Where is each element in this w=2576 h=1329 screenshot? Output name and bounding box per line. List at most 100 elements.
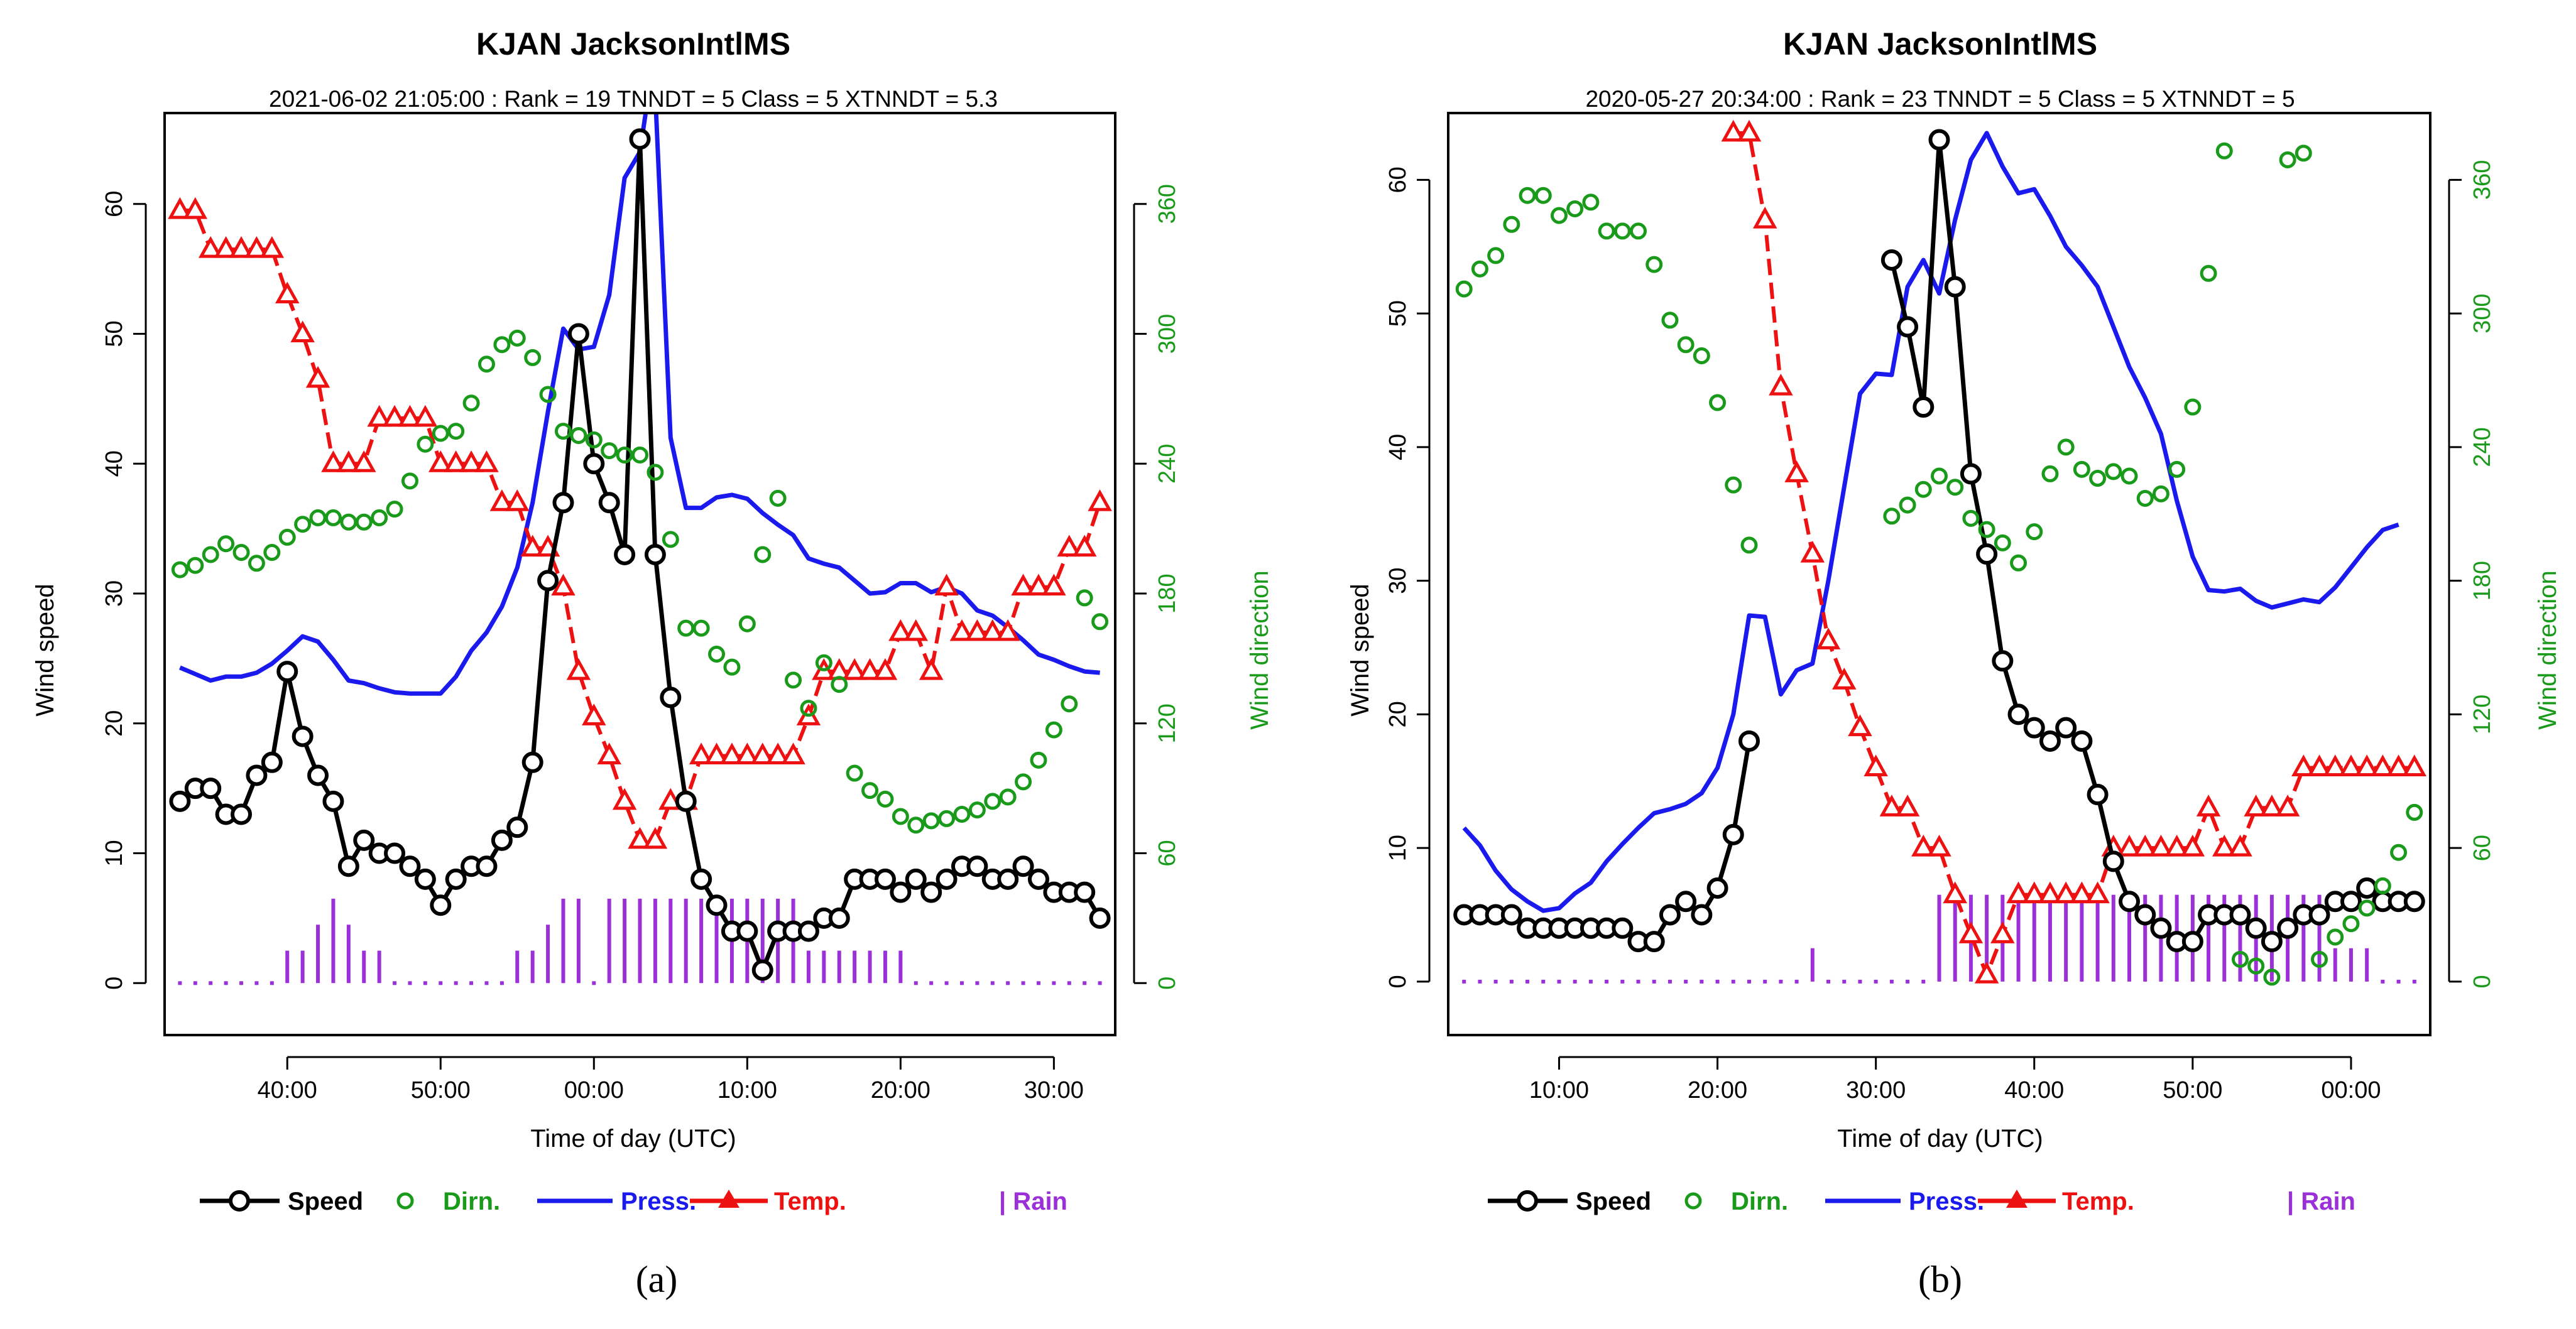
rain-dot: [914, 981, 918, 985]
direction-point: [662, 531, 679, 548]
temperature-point: [934, 573, 959, 596]
temperature-point: [2070, 881, 2094, 904]
direction-point: [2089, 470, 2107, 487]
legend-temp-label: Temp.: [2062, 1188, 2134, 1215]
direction-point: [1503, 215, 1520, 233]
x-axis-label: Time of day (UTC): [1837, 1125, 2043, 1153]
y-right-tick-label: 60: [1154, 840, 1181, 866]
speed-point: [736, 920, 758, 942]
direction-point: [723, 658, 741, 676]
rain-dot: [1006, 981, 1010, 985]
speed-point: [614, 543, 636, 565]
speed-point: [583, 453, 605, 475]
temperature-point: [2212, 834, 2237, 857]
temperature-point: [413, 404, 438, 427]
rain-dot: [1700, 979, 1704, 984]
direction-point: [938, 810, 956, 827]
direction-point: [1015, 773, 1032, 791]
speed-point: [1976, 543, 1998, 565]
temperature-point: [1752, 207, 1777, 229]
speed-point: [430, 894, 452, 916]
direction-point: [2136, 489, 2154, 507]
rain-dot: [439, 981, 443, 985]
y-axis-left: 0 10 20 30 40 50 60: [1385, 166, 1431, 988]
y-right-tick-label: 240: [2469, 427, 2496, 467]
y-axis-label: Wind speed: [1346, 583, 1374, 716]
x-tick-label: 00:00: [2321, 1077, 2381, 1104]
direction-markers: [1455, 142, 2423, 986]
direction-point: [2311, 950, 2328, 968]
legend-speed-marker: [1517, 1190, 1538, 1212]
y-right-tick-label: 0: [1154, 977, 1181, 990]
speed-point: [353, 829, 375, 851]
temperature-point: [965, 619, 990, 641]
y-axis-left: 0 10 20 30 40 50 60: [101, 191, 147, 990]
direction-point: [2295, 144, 2312, 162]
rain-dot: [270, 981, 274, 985]
speed-point: [537, 570, 559, 592]
temperature-point: [1848, 714, 1872, 737]
direction-point: [2406, 803, 2423, 821]
temperature-point: [2339, 754, 2364, 776]
y-tick-label: 50: [101, 320, 128, 347]
temperature-point: [1927, 834, 1951, 857]
speed-point: [997, 868, 1019, 890]
rain-dot: [1874, 979, 1878, 984]
rain-dot: [239, 981, 244, 985]
temperature-point: [229, 236, 254, 258]
direction-point: [831, 676, 848, 693]
direction-point: [1455, 280, 1473, 298]
temperature-markers: [1721, 119, 2427, 984]
speed-point: [476, 855, 498, 877]
speed-point: [1960, 463, 1982, 485]
direction-point: [1471, 260, 1488, 278]
direction-point: [447, 423, 465, 440]
temperature-point: [2006, 881, 2031, 904]
temperature-point: [1864, 754, 1888, 776]
temperature-point: [428, 450, 453, 472]
direction-point: [861, 782, 879, 800]
temperature-point: [995, 619, 1020, 641]
direction-point: [371, 509, 388, 526]
temperature-point: [781, 742, 805, 764]
speed-point: [920, 881, 942, 903]
chart-subtitle: 2021-06-02 21:05:00 : Rank = 19 TNNDT = …: [269, 86, 998, 112]
rain-dot: [1715, 979, 1720, 984]
direction-point: [1994, 534, 2011, 551]
rain-dot: [592, 981, 596, 985]
y-right-tick-label: 120: [2469, 695, 2496, 734]
panel-label: (b): [1918, 1259, 1962, 1300]
temperature-point: [1943, 881, 1967, 904]
temperature-point: [949, 619, 974, 641]
direction-point: [478, 355, 495, 373]
direction-point: [785, 671, 802, 689]
direction-point: [355, 513, 373, 531]
temperature-point: [858, 658, 882, 680]
speed-point: [322, 790, 344, 812]
temperature-point: [2117, 834, 2142, 857]
direction-point: [217, 535, 235, 553]
direction-point: [984, 793, 1001, 810]
speed-point: [414, 868, 436, 890]
direction-point: [999, 788, 1017, 806]
direction-point: [892, 808, 909, 825]
legend-press-label: Press.: [621, 1188, 696, 1215]
rain-dot: [469, 981, 474, 985]
x-tick-label: 40:00: [258, 1077, 317, 1104]
panel-a: KJAN JacksonIntlMS 2021-06-02 21:05:00 :…: [31, 26, 1274, 1300]
speed-point: [1944, 276, 1966, 298]
x-axis: 10:00 20:00 30:00 40:00 50:00 00:00: [1529, 1056, 2381, 1104]
rain-dot: [393, 981, 397, 985]
direction-point: [1962, 509, 1980, 527]
direction-point: [1076, 589, 1093, 607]
speed-point: [261, 751, 283, 773]
direction-point: [417, 435, 434, 453]
plot-data: [1453, 119, 2427, 986]
direction-point: [1931, 467, 1948, 485]
direction-point: [2263, 968, 2281, 986]
temperature-point: [1911, 834, 1936, 857]
legend-speed-marker: [229, 1190, 250, 1212]
temperature-point: [1057, 534, 1082, 557]
speed-point: [399, 855, 421, 877]
x-tick-label: 00:00: [564, 1077, 624, 1104]
